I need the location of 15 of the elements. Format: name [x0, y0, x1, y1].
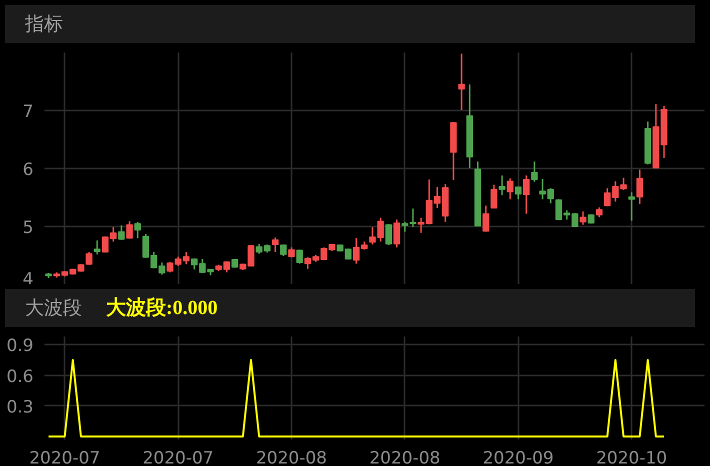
- chart-title: 指标: [25, 13, 63, 35]
- y-tick-label: 5: [22, 218, 34, 238]
- x-tick-label: 2020-08: [256, 448, 328, 468]
- y-tick-label: 0.6: [6, 366, 34, 387]
- x-tick-label: 2020-08: [369, 448, 440, 468]
- y-tick-label: 6: [22, 160, 34, 180]
- x-tick-label: 2020-07: [29, 448, 100, 468]
- x-tick-label: 2020-07: [142, 448, 214, 468]
- y-tick-label: 0.9: [6, 336, 34, 356]
- y-tick-label: 0.3: [6, 397, 34, 418]
- x-tick-label: 2020-10: [596, 448, 668, 468]
- x-tick-label: 2020-09: [482, 448, 554, 468]
- chart-title: 大波段: [25, 297, 82, 319]
- text: 大波段:0.000: [106, 297, 218, 319]
- y-tick-label: 7: [22, 102, 34, 122]
